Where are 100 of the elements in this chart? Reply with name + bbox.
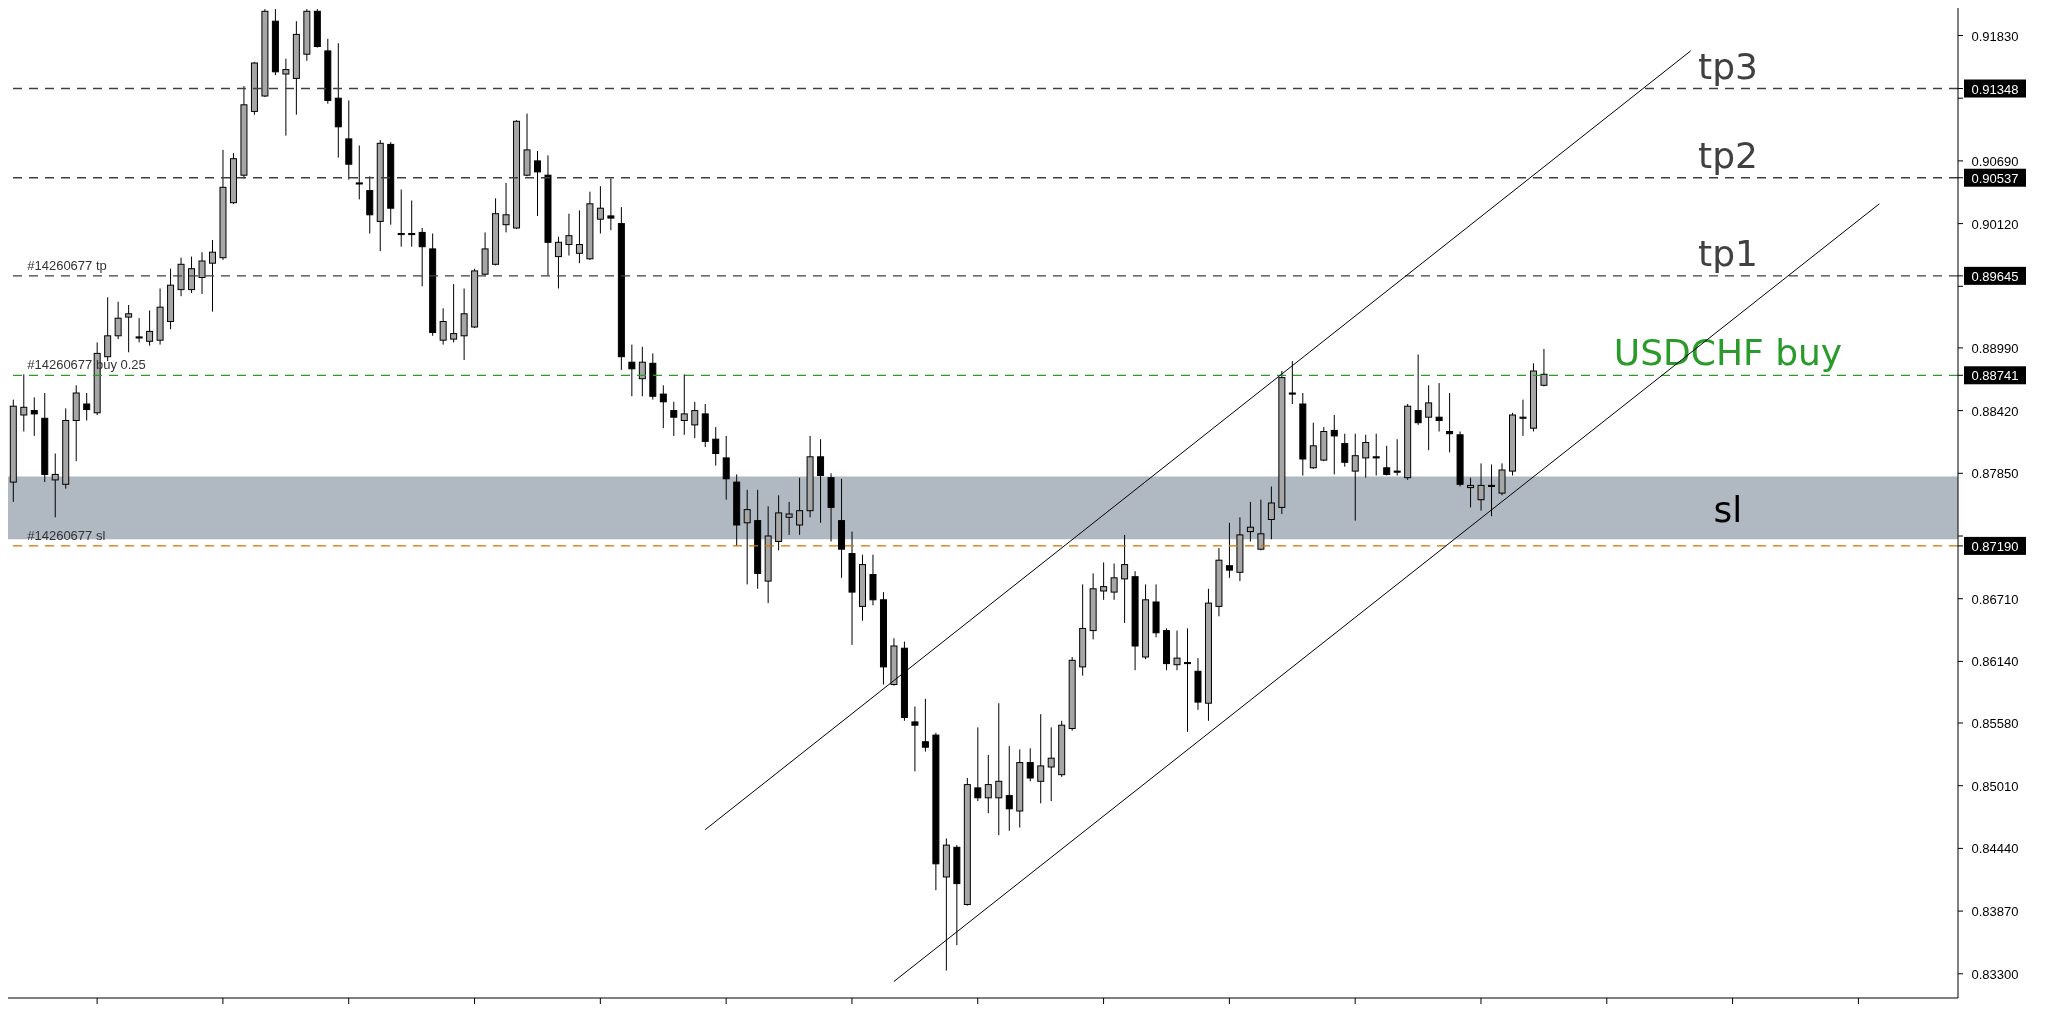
- candlestick: [1362, 434, 1370, 479]
- annotation: #14260677 tp: [27, 257, 107, 273]
- candlestick: [1467, 477, 1475, 508]
- candlestick: [1246, 501, 1254, 542]
- candlestick: [146, 310, 154, 347]
- candlestick: [1026, 747, 1034, 782]
- y-tick-label: 0.85010: [1971, 778, 2019, 794]
- candlestick: [1100, 561, 1108, 601]
- y-tick-label: 0.91830: [1971, 28, 2019, 44]
- candlestick: [1257, 499, 1265, 551]
- candlestick: [439, 307, 447, 346]
- candlestick: [209, 239, 216, 313]
- candlestick: [397, 189, 405, 248]
- candlestick: [408, 200, 416, 248]
- ref-line-label: tp3: [1698, 45, 1758, 87]
- candlestick: [282, 58, 290, 137]
- candlestick: [1540, 348, 1548, 387]
- band-label: sl: [1713, 488, 1743, 530]
- candlestick: [1173, 630, 1181, 671]
- y-tick-label: 0.83300: [1971, 966, 2019, 982]
- candlestick: [1288, 360, 1296, 405]
- candlestick: [104, 296, 112, 362]
- candlestick: [1309, 422, 1317, 470]
- candlestick: [125, 304, 133, 353]
- candlestick: [596, 185, 604, 234]
- candlestick: [418, 227, 426, 287]
- annotation: #14260677 sl: [27, 527, 106, 543]
- candlestick: [1498, 462, 1506, 496]
- candlestick: [114, 301, 122, 340]
- candlestick: [188, 256, 196, 294]
- ref-line-label: tp2: [1698, 134, 1758, 176]
- y-tick-label: 0.90120: [1971, 216, 2019, 232]
- y-tick-label: 0.89645: [1971, 268, 2019, 284]
- candlestick: [1435, 382, 1443, 432]
- candlestick: [51, 453, 59, 518]
- candlestick: [575, 209, 583, 264]
- candlestick: [995, 702, 1003, 836]
- candlestick: [1414, 354, 1422, 426]
- candlestick: [1446, 392, 1454, 453]
- y-tick-label: 0.91348: [1971, 81, 2019, 97]
- candlestick: [628, 344, 636, 397]
- candlestick: [83, 392, 91, 421]
- candlestick: [1341, 433, 1349, 468]
- candlestick: [554, 236, 562, 289]
- candlestick: [796, 477, 804, 536]
- candlestick: [1005, 745, 1013, 832]
- candlestick: [680, 373, 688, 436]
- candlestick: [1372, 433, 1380, 476]
- candlestick: [20, 373, 28, 432]
- candlestick: [921, 698, 929, 753]
- candlestick: [1184, 627, 1191, 733]
- candlestick: [1267, 486, 1275, 540]
- candlestick: [1519, 399, 1527, 437]
- candlestick: [1488, 464, 1496, 517]
- candlestick: [1393, 438, 1401, 476]
- candlestick: [743, 489, 751, 585]
- candlestick: [817, 438, 825, 524]
- candlestick: [911, 706, 919, 772]
- candlestick: [198, 251, 206, 295]
- y-tick-label: 0.86710: [1971, 591, 2019, 607]
- candlestick: [607, 178, 615, 231]
- ref-line-label: tp1: [1698, 232, 1758, 274]
- y-tick-label: 0.88420: [1971, 403, 2019, 419]
- candlestick: [1383, 445, 1391, 476]
- candlestick: [722, 435, 730, 501]
- candlestick: [638, 346, 646, 397]
- candlestick: [1047, 726, 1055, 802]
- y-tick-label: 0.90537: [1971, 170, 2019, 186]
- y-tick-label: 0.86140: [1971, 654, 2019, 670]
- y-tick-label: 0.88741: [1971, 368, 2019, 384]
- candlestick: [30, 396, 38, 437]
- y-tick-label: 0.83870: [1971, 904, 2019, 920]
- candlestick: [1351, 433, 1359, 522]
- y-tick-label: 0.87850: [1971, 466, 2019, 482]
- y-tick-label: 0.90690: [1971, 153, 2019, 169]
- candlestick: [1225, 522, 1233, 579]
- candlestick: [691, 401, 699, 439]
- candlestick: [1110, 563, 1118, 601]
- candlestick: [135, 317, 143, 343]
- candlestick: [984, 754, 992, 814]
- candlestick: [1477, 462, 1485, 512]
- candlestick: [502, 182, 510, 233]
- candlestick: [565, 213, 573, 256]
- y-tick-label: 0.87190: [1971, 538, 2019, 554]
- candlestick: [659, 384, 667, 429]
- candlestick: [355, 145, 363, 200]
- y-tick-label: 0.88990: [1971, 340, 2019, 356]
- candlestick: [460, 288, 468, 361]
- y-tick-label: 0.85580: [1971, 716, 2019, 731]
- candlestick: [1425, 384, 1433, 451]
- y-tick-label: 0.84440: [1971, 841, 2019, 857]
- candlestick: [974, 726, 982, 802]
- candlestick: [1037, 713, 1045, 804]
- candlestick: [450, 283, 458, 343]
- candlestick: [1121, 534, 1129, 624]
- candlestick: [712, 426, 720, 467]
- candlestick: [670, 401, 678, 437]
- candlestick: [534, 150, 541, 217]
- candlestick: [785, 501, 793, 536]
- candlestick: [1330, 414, 1338, 475]
